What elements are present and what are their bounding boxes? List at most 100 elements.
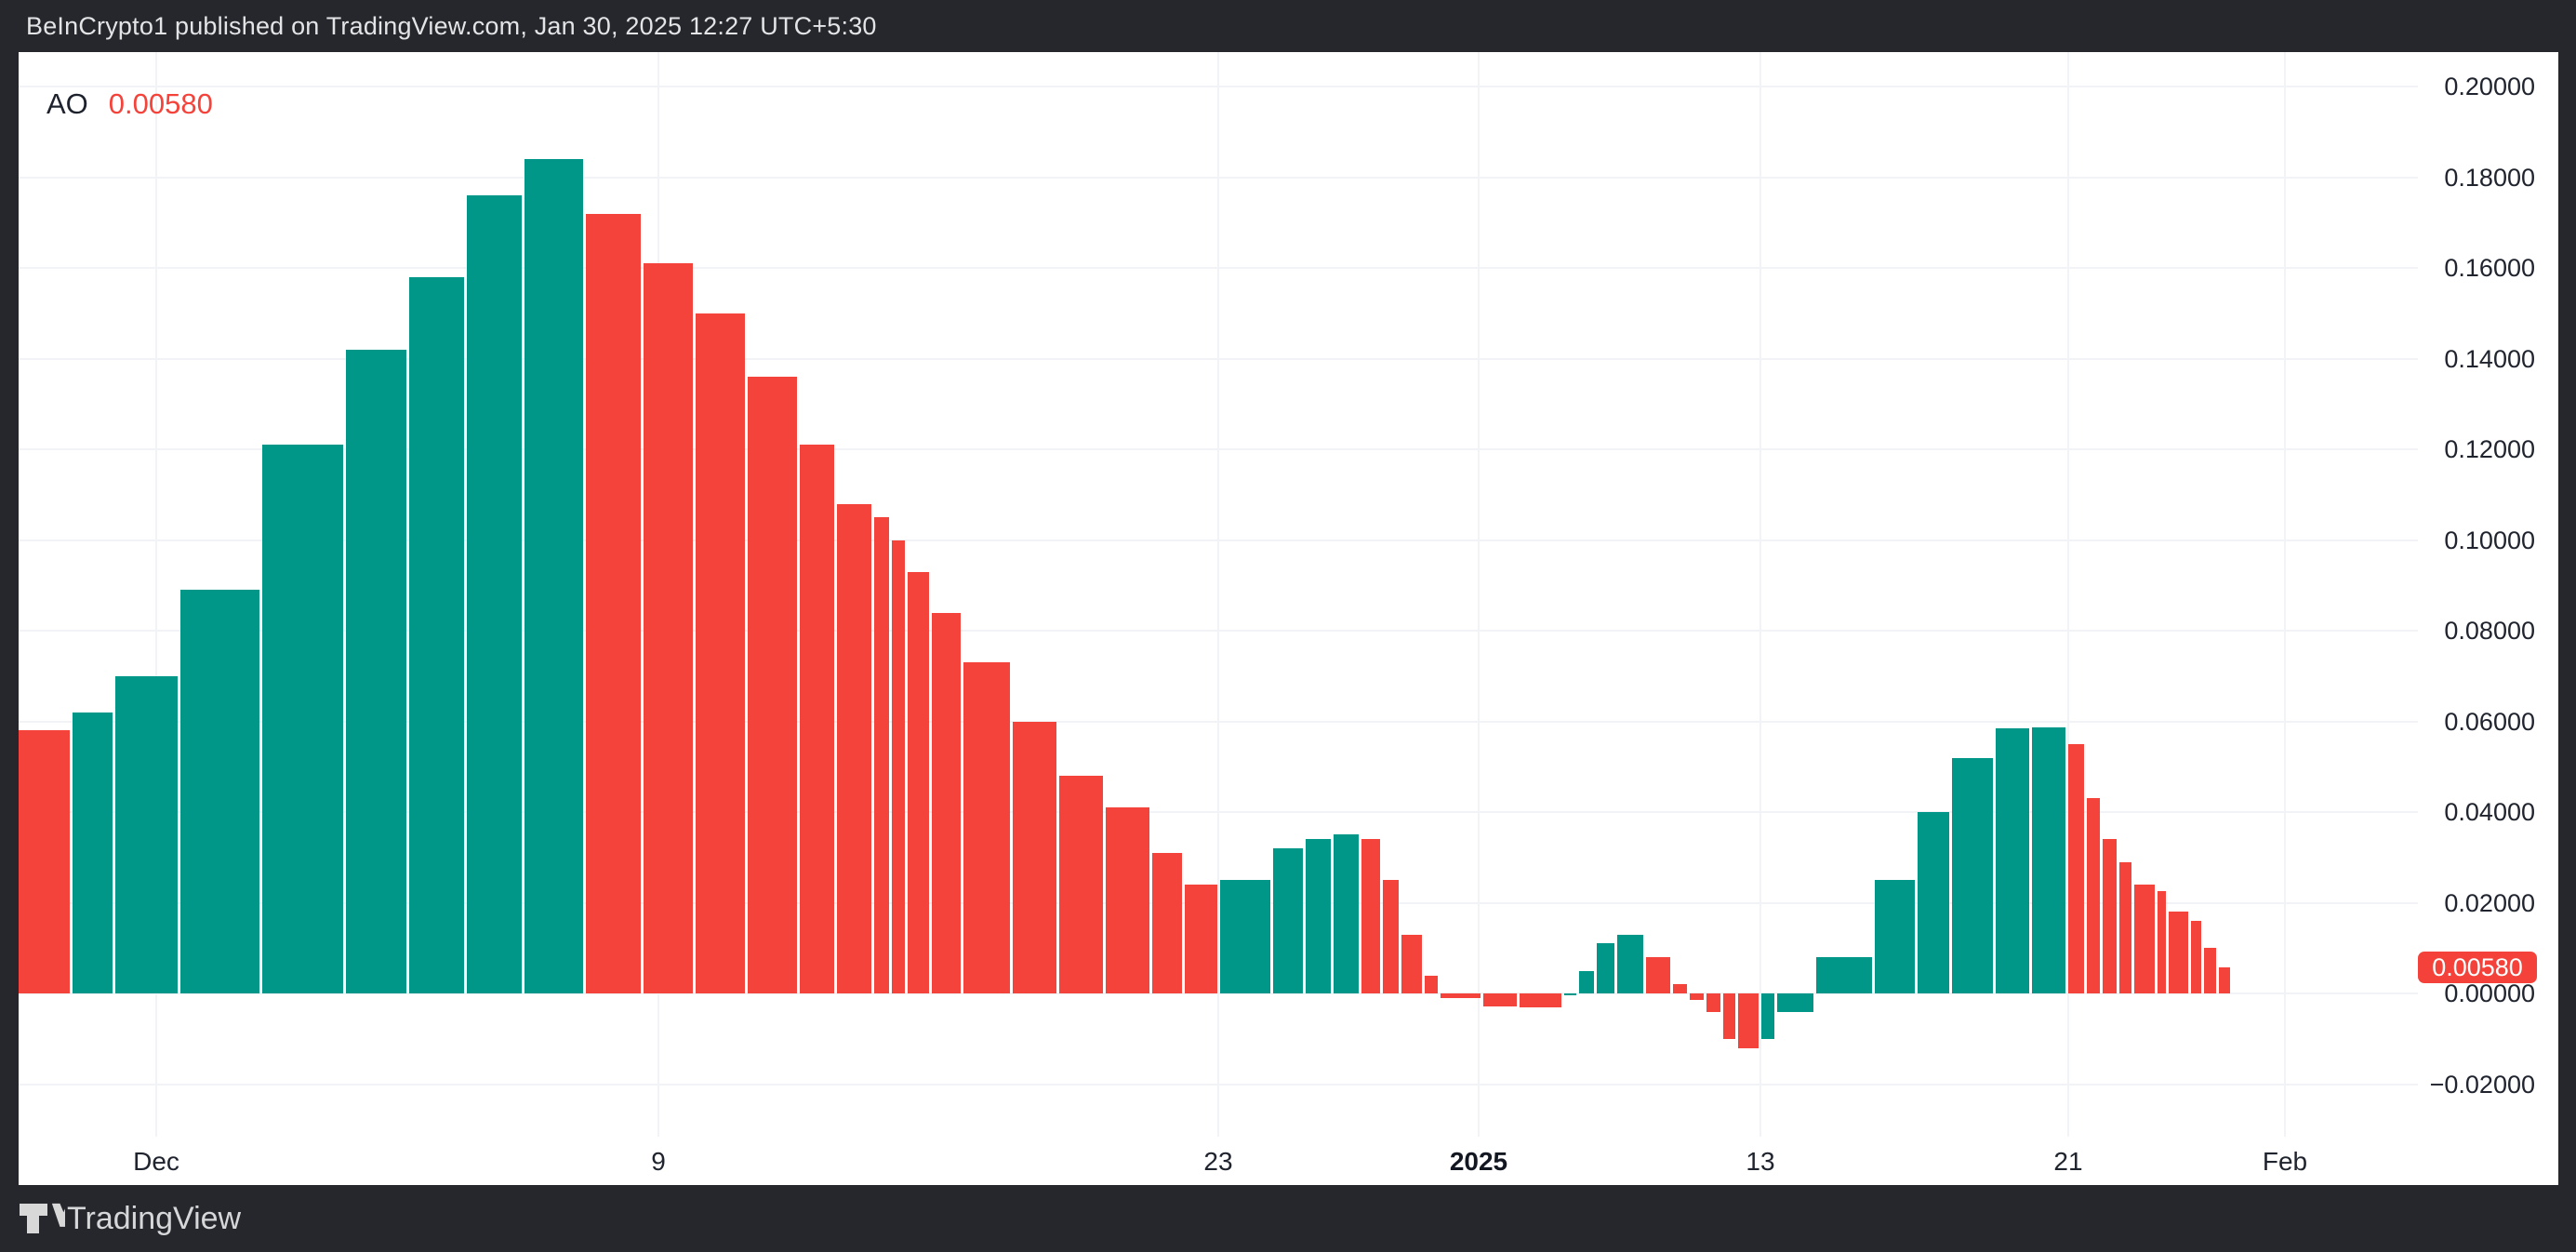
price-tick-label: 0.00000 <box>2444 979 2535 1007</box>
ao-bar <box>2169 912 2188 993</box>
ao-bar <box>696 313 745 993</box>
v-gridline <box>1217 52 1219 1137</box>
ao-bar <box>1059 776 1103 993</box>
price-tick-label: 0.16000 <box>2444 254 2535 282</box>
ao-bar <box>932 612 961 993</box>
indicator-value: 0.00580 <box>108 87 213 120</box>
price-tick-label: 0.04000 <box>2444 798 2535 826</box>
v-gridline <box>1759 52 1761 1137</box>
ao-bar <box>1579 970 1594 993</box>
ao-bar <box>115 675 178 993</box>
ao-bar <box>2158 891 2166 993</box>
ao-bar <box>586 213 641 993</box>
ao-bar <box>1777 993 1813 1012</box>
price-tick-label: 0.14000 <box>2444 344 2535 373</box>
ao-bar <box>1646 957 1670 993</box>
ao-bar <box>1520 993 1561 1008</box>
brand-bar: TradingView <box>0 1185 2576 1252</box>
ao-bar <box>1816 957 1872 993</box>
ao-bar <box>1952 757 1993 993</box>
ao-bar <box>1673 984 1687 993</box>
price-tick-label: −0.02000 <box>2429 1070 2535 1099</box>
ao-bar <box>467 195 522 993</box>
indicator-name: AO <box>46 87 88 120</box>
ao-bar <box>1185 885 1217 993</box>
ao-bar <box>524 159 583 993</box>
price-tick-label: 0.02000 <box>2444 888 2535 917</box>
ao-bar <box>180 590 259 993</box>
ao-bar <box>1273 848 1303 993</box>
price-tick-label: 0.20000 <box>2444 73 2535 100</box>
v-gridline <box>1478 52 1480 1137</box>
ao-bar <box>346 349 406 993</box>
time-tick-label: Feb <box>2262 1147 2308 1176</box>
price-tick-label: 0.06000 <box>2444 707 2535 736</box>
ao-bar <box>748 377 797 993</box>
v-gridline <box>155 52 157 1137</box>
time-tick-label: Dec <box>133 1147 179 1176</box>
ao-bar <box>1564 993 1576 996</box>
ao-bar <box>73 712 113 993</box>
ao-bar <box>1617 934 1643 993</box>
ao-bar <box>1383 880 1399 993</box>
ao-bar <box>2068 743 2084 993</box>
ao-bar <box>1441 993 1481 998</box>
ao-bar <box>908 571 929 993</box>
ao-bar <box>409 276 464 993</box>
price-tick-label: 0.10000 <box>2444 526 2535 554</box>
ao-bar <box>2219 966 2230 993</box>
time-tick-label: 21 <box>2053 1147 2083 1176</box>
plot-area[interactable]: AO 0.00580 0.20000 0.18000 0.16000 0.14000 0.… <box>19 52 2558 1185</box>
time-tick-label: 2025 <box>1449 1147 1508 1176</box>
price-tick-label: 0.12000 <box>2444 435 2535 463</box>
v-gridline <box>2067 52 2069 1137</box>
ao-bar <box>262 445 343 993</box>
ao-bar <box>1723 993 1735 1039</box>
ao-bar <box>2103 839 2117 993</box>
time-tick-label: 23 <box>1203 1147 1233 1176</box>
ao-bar <box>19 730 70 993</box>
ao-bar <box>1996 727 2029 993</box>
time-tick-label: 9 <box>651 1147 666 1176</box>
ao-bar <box>1875 880 1915 993</box>
ao-bar <box>1013 721 1056 993</box>
ao-bar <box>1152 852 1182 993</box>
ao-bar <box>892 539 905 993</box>
ao-bar <box>1361 839 1380 993</box>
attribution-bar: BeInCrypto1 published on TradingView.com… <box>0 0 2576 52</box>
price-tick-label: 0.08000 <box>2444 617 2535 645</box>
ao-bar <box>1220 880 1270 993</box>
ao-bar <box>2032 727 2065 993</box>
time-tick-label: 13 <box>1746 1147 1775 1176</box>
tradingview-logo-icon <box>20 1203 65 1233</box>
ao-bar <box>1706 993 1720 1012</box>
ao-bar <box>2119 861 2131 993</box>
ao-bar <box>2191 921 2201 993</box>
price-tick-label: 0.18000 <box>2444 163 2535 192</box>
ao-bar <box>1306 839 1331 993</box>
ao-bar <box>837 503 871 993</box>
ao-bar <box>1483 993 1517 1007</box>
ao-bar <box>2087 798 2100 993</box>
ao-bar <box>1690 993 1704 1001</box>
ao-bar <box>1106 807 1149 993</box>
last-value-badge: 0.00580 <box>2418 951 2537 983</box>
ao-bar <box>963 662 1010 993</box>
ao-bar <box>1761 993 1774 1039</box>
brand-name: TradingView <box>67 1201 242 1236</box>
ao-bar <box>1918 812 1949 993</box>
ao-bar <box>2134 885 2155 993</box>
v-gridline <box>2284 52 2286 1137</box>
indicator-label: AO 0.00580 <box>46 87 213 121</box>
ao-bar <box>1334 834 1359 993</box>
ao-bar <box>1597 943 1614 993</box>
ao-bar <box>644 263 693 993</box>
ao-bar <box>1401 934 1422 993</box>
ao-bar <box>2204 948 2216 993</box>
attribution-text: BeInCrypto1 published on TradingView.com… <box>26 12 877 40</box>
ao-bar <box>1425 975 1438 993</box>
ao-bar <box>1738 993 1759 1048</box>
ao-bar <box>800 445 834 993</box>
ao-bar <box>874 517 889 993</box>
